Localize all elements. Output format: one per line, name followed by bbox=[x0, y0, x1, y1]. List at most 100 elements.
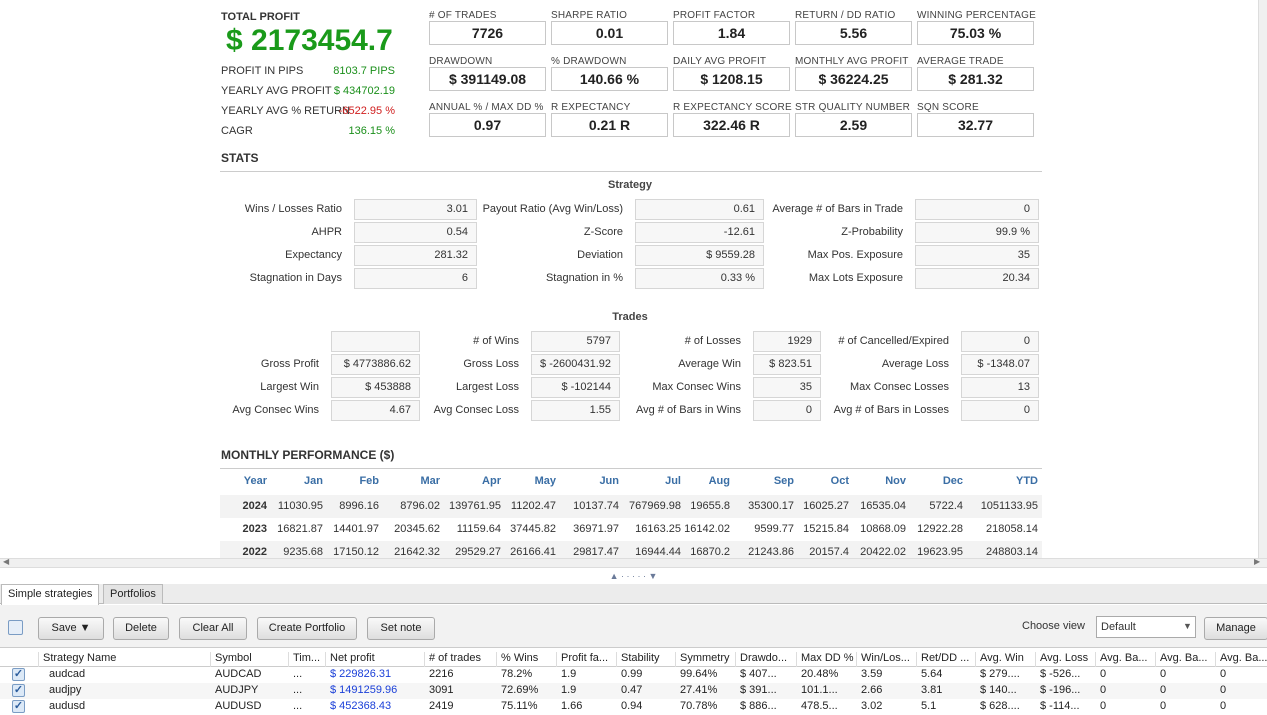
month-header: May bbox=[534, 475, 556, 487]
grid-column-header[interactable]: Drawdo... bbox=[735, 652, 796, 667]
grid-cell: 1.9 bbox=[561, 668, 577, 680]
row-checkbox[interactable]: ✓ bbox=[12, 668, 25, 681]
grid-column-header[interactable]: Stability bbox=[616, 652, 675, 667]
grid-cell: 75.11% bbox=[501, 700, 538, 712]
set-note-button[interactable]: Set note bbox=[367, 617, 435, 640]
trade-value: $ 823.51 bbox=[753, 354, 821, 375]
stat-label: Stagnation in Days bbox=[249, 272, 342, 284]
grid-column-header[interactable]: Avg. Ba... bbox=[1095, 652, 1155, 667]
grid-column-header[interactable]: Tim... bbox=[288, 652, 325, 667]
row-checkbox[interactable]: ✓ bbox=[12, 684, 25, 697]
monthly-cell: 16821.87 bbox=[277, 523, 323, 535]
kpi-value: 5.56 bbox=[795, 21, 912, 45]
panel-splitter[interactable]: ▲ · · · · · ▼ bbox=[0, 568, 1267, 584]
monthly-cell: 19655.8 bbox=[690, 500, 730, 512]
grid-column-header[interactable]: # of trades bbox=[424, 652, 496, 667]
grid-column-header[interactable]: Ret/DD ... bbox=[916, 652, 975, 667]
monthly-cell: 5722.4 bbox=[929, 500, 963, 512]
grid-column-header[interactable]: Symbol bbox=[210, 652, 288, 667]
kpi-value: 322.46 R bbox=[673, 113, 790, 137]
grid-column-header[interactable]: Avg. Loss bbox=[1035, 652, 1095, 667]
grid-column-header[interactable]: Symmetry bbox=[675, 652, 735, 667]
trade-label: Avg Consec Wins bbox=[232, 404, 319, 416]
grid-cell: $ -526... bbox=[1040, 668, 1081, 680]
grid-column-header[interactable]: Avg. Win bbox=[975, 652, 1035, 667]
monthly-cell: 36971.97 bbox=[573, 523, 619, 535]
trade-value: 1929 bbox=[753, 331, 821, 352]
grid-cell: 478.5... bbox=[801, 700, 838, 712]
monthly-cell: 16944.44 bbox=[635, 546, 681, 558]
kpi-label: R EXPECTANCY bbox=[551, 102, 631, 113]
trades-title: Trades bbox=[612, 311, 648, 323]
stat-label: Payout Ratio (Avg Win/Loss) bbox=[482, 203, 623, 215]
monthly-title: MONTHLY PERFORMANCE ($) bbox=[221, 448, 395, 462]
grid-column-header[interactable]: Max DD % bbox=[796, 652, 856, 667]
grid-cell: 0 bbox=[1160, 700, 1167, 712]
vertical-scrollbar[interactable] bbox=[1258, 0, 1267, 558]
trade-value: 0 bbox=[961, 400, 1039, 421]
delete-button[interactable]: Delete bbox=[113, 617, 169, 640]
kpi-label: MONTHLY AVG PROFIT bbox=[795, 56, 909, 67]
grid-cell: AUDCAD bbox=[215, 668, 262, 680]
table-row[interactable]: ✓ audcad AUDCAD... $ 229826.31 2216 78.2% 1.9 0… bbox=[0, 667, 1267, 683]
tab-portfolios[interactable]: Portfolios bbox=[103, 584, 163, 604]
kpi-label: DAILY AVG PROFIT bbox=[673, 56, 767, 67]
monthly-cell: 20345.62 bbox=[394, 523, 440, 535]
monthly-cell: 8996.16 bbox=[339, 500, 379, 512]
grid-column-header[interactable]: Avg. Ba... bbox=[1215, 652, 1267, 667]
trade-value: 13 bbox=[961, 377, 1039, 398]
grid-cell: 5.64 bbox=[921, 668, 943, 680]
stat-value: $ 9559.28 bbox=[635, 245, 764, 266]
scroll-right-icon[interactable]: ▶ bbox=[1254, 557, 1261, 566]
clear-all-button[interactable]: Clear All bbox=[179, 617, 247, 640]
grid-cell: $ 391... bbox=[740, 684, 777, 696]
month-header: Mar bbox=[420, 475, 440, 487]
grid-cell: $ 229826.31 bbox=[330, 668, 392, 680]
trade-value: 0 bbox=[961, 331, 1039, 352]
grid-column-header[interactable]: Win/Los... bbox=[856, 652, 916, 667]
monthly-cell: 29529.27 bbox=[455, 546, 501, 558]
grid-cell: $ 1491259.96 bbox=[330, 684, 398, 696]
left-stat-label: YEARLY AVG % RETURN bbox=[221, 105, 350, 117]
scroll-left-icon[interactable]: ◀ bbox=[3, 557, 10, 566]
monthly-cell: 2022 bbox=[242, 546, 267, 558]
table-row[interactable]: ✓ audusd AUDUSD... $ 452368.43 2419 75.11% 1.6… bbox=[0, 699, 1267, 715]
kpi-value: 32.77 bbox=[917, 113, 1034, 137]
tab-simple-strategies[interactable]: Simple strategies bbox=[1, 584, 100, 605]
grid-column-header[interactable]: Profit fa... bbox=[556, 652, 616, 667]
grid-column-header[interactable]: Avg. Ba... bbox=[1155, 652, 1215, 667]
grid-cell: $ 407... bbox=[740, 668, 777, 680]
monthly-cell: 21642.32 bbox=[394, 546, 440, 558]
select-all-checkbox[interactable] bbox=[8, 620, 23, 635]
horizontal-scrollbar[interactable]: ◀ ▶ bbox=[0, 557, 1267, 568]
save-button[interactable]: Save ▼ bbox=[38, 617, 104, 640]
monthly-cell: 16163.25 bbox=[635, 523, 681, 535]
choose-view-select[interactable]: Default ▼ bbox=[1096, 616, 1196, 638]
grid-cell: audusd bbox=[49, 700, 86, 712]
grid-column-header[interactable]: Net profit bbox=[325, 652, 424, 667]
create-portfolio-button[interactable]: Create Portfolio bbox=[257, 617, 357, 640]
row-checkbox[interactable]: ✓ bbox=[12, 700, 25, 713]
stat-value: 281.32 bbox=[354, 245, 477, 266]
left-stat-label: CAGR bbox=[221, 125, 253, 137]
grid-cell: 0.94 bbox=[621, 700, 643, 712]
grid-cell: 99.64% bbox=[680, 668, 718, 680]
stat-label: AHPR bbox=[311, 226, 342, 238]
monthly-cell: 16142.02 bbox=[684, 523, 730, 535]
grid-column-header[interactable]: % Wins bbox=[496, 652, 556, 667]
stat-value: -12.61 bbox=[635, 222, 764, 243]
table-row[interactable]: ✓ audjpy AUDJPY... $ 1491259.96 3091 72.69% 1.… bbox=[0, 683, 1267, 699]
grid-cell: $ -196... bbox=[1040, 684, 1081, 696]
grid-cell: 0 bbox=[1220, 668, 1227, 680]
grid-cell: 1.66 bbox=[561, 700, 583, 712]
grid-cell: 1.9 bbox=[561, 684, 577, 696]
monthly-cell: 11202.47 bbox=[510, 500, 556, 512]
grid-cell: audcad bbox=[49, 668, 86, 680]
stat-value: 0 bbox=[915, 199, 1039, 220]
grid-cell: 0 bbox=[1160, 668, 1167, 680]
grid-column-header[interactable]: Strategy Name bbox=[38, 652, 210, 667]
kpi-label: % DRAWDOWN bbox=[551, 56, 627, 67]
toolbar: Save ▼ Delete Clear All Create Portfolio… bbox=[0, 605, 1267, 648]
manage-button[interactable]: Manage bbox=[1204, 617, 1267, 640]
grid-cell: 20.48% bbox=[801, 668, 839, 680]
